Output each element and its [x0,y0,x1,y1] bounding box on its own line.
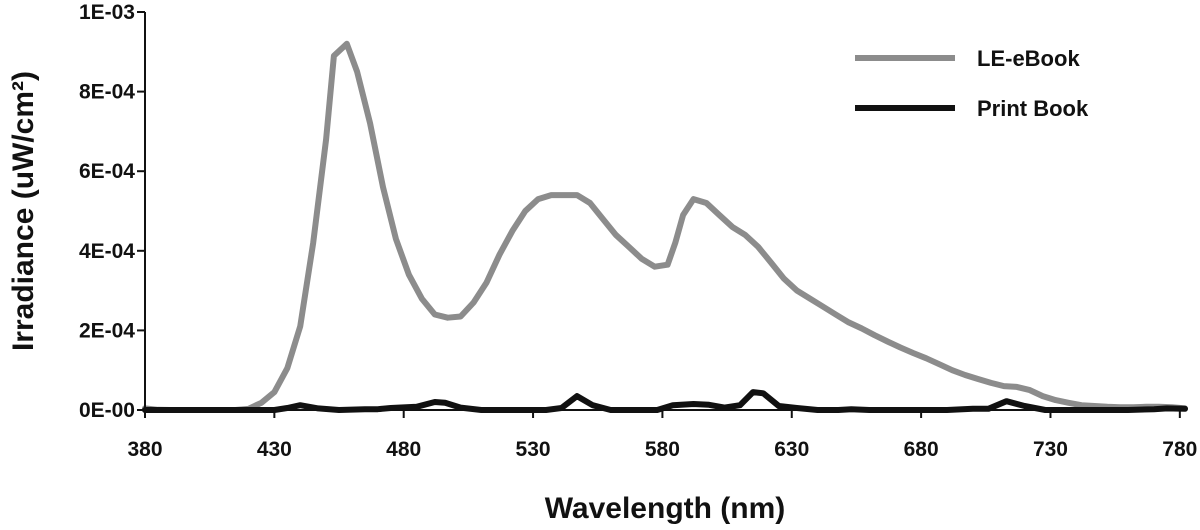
y-tick-label: 1E-03 [79,1,135,24]
legend-label-print-book: Print Book [977,96,1089,121]
y-tick-label: 6E-04 [79,160,135,183]
x-ticks: 380 430 480 530 580 630 680 730 780 [127,410,1197,461]
y-tick-label: 0E-00 [79,399,135,422]
x-tick-label: 730 [1033,438,1068,461]
legend: LE-eBook Print Book [855,46,1089,121]
x-tick-label: 430 [257,438,292,461]
series-line-le-ebook [142,40,1188,413]
y-axis-title: Irradiance (uW/cm²) [7,71,40,351]
legend-label-le-ebook: LE-eBook [977,46,1080,71]
y-tick-label: 2E-04 [79,319,135,342]
y-tick-label: 8E-04 [79,81,135,104]
axes [144,12,1185,411]
x-tick-label: 680 [904,438,939,461]
x-tick-label: 580 [645,438,680,461]
x-tick-label: 630 [774,438,809,461]
x-tick-label: 530 [516,438,551,461]
x-tick-label: 780 [1162,438,1197,461]
x-axis-title: Wavelength (nm) [545,492,786,525]
y-ticks: 0E-00 2E-04 4E-04 6E-04 8E-04 1E-03 [79,1,145,422]
x-tick-label: 480 [386,438,421,461]
y-tick-label: 4E-04 [79,240,135,263]
series-line-print-book [142,389,1188,413]
x-tick-label: 380 [127,438,162,461]
